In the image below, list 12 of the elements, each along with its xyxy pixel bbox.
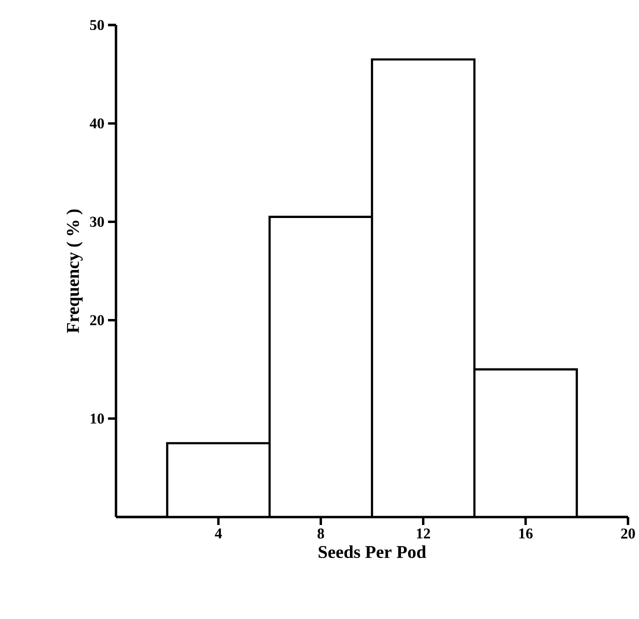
x-tick-label: 20 [621,528,635,539]
y-tick-label: 50 [90,20,104,30]
x-tick-label: 8 [318,528,324,539]
x-tick-label: 12 [416,528,430,538]
y-tick-label: 30 [90,216,104,227]
y-tick-label: 20 [90,315,104,326]
y-axis-title: Frequency ( % ) [66,209,83,334]
x-tick-label: 16 [519,528,533,539]
y-tick-label: 40 [90,118,104,128]
y-tick-label: 10 [90,414,104,424]
x-axis-title: Seeds Per Pod [318,545,426,558]
x-tick-label: 4 [214,528,222,538]
